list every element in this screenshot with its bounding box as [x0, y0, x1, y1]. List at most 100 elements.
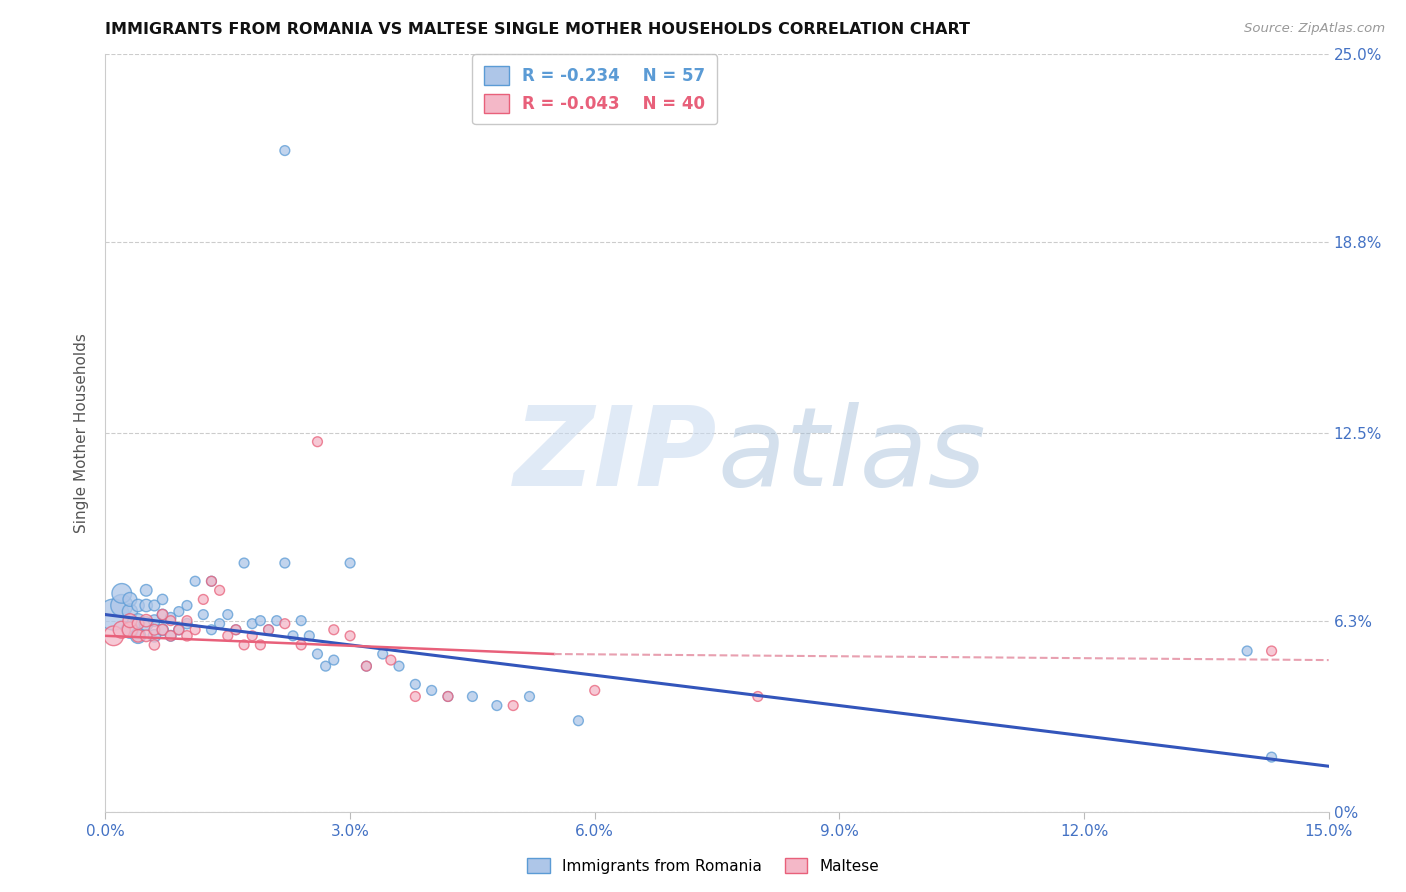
Point: [127, 629, 149, 643]
Point: [240, 629, 263, 643]
Point: [315, 659, 337, 673]
Point: [167, 623, 190, 637]
Point: [193, 592, 215, 607]
Point: [567, 714, 589, 728]
Point: [307, 647, 329, 661]
Point: [1260, 750, 1282, 764]
Point: [298, 629, 321, 643]
Point: [111, 586, 134, 600]
Point: [339, 629, 361, 643]
Point: [200, 574, 222, 589]
Point: [176, 599, 198, 613]
Point: [274, 616, 297, 631]
Point: [290, 638, 312, 652]
Point: [184, 574, 207, 589]
Point: [143, 623, 166, 637]
Point: [380, 653, 402, 667]
Point: [274, 144, 297, 158]
Point: [103, 607, 125, 622]
Point: [225, 623, 247, 637]
Point: [118, 614, 141, 628]
Point: [502, 698, 524, 713]
Point: [127, 616, 149, 631]
Point: [200, 574, 222, 589]
Point: [159, 629, 181, 643]
Point: [437, 690, 460, 704]
Point: [111, 623, 134, 637]
Point: [307, 434, 329, 449]
Point: [135, 616, 157, 631]
Point: [143, 614, 166, 628]
Point: [176, 614, 198, 628]
Point: [356, 659, 378, 673]
Point: [127, 614, 149, 628]
Point: [249, 638, 271, 652]
Point: [281, 629, 304, 643]
Point: [233, 556, 256, 570]
Point: [200, 623, 222, 637]
Point: [461, 690, 484, 704]
Point: [135, 614, 157, 628]
Text: ZIP: ZIP: [513, 402, 717, 508]
Legend: R = -0.234    N = 57, R = -0.043    N = 40: R = -0.234 N = 57, R = -0.043 N = 40: [472, 54, 717, 125]
Point: [167, 623, 190, 637]
Point: [274, 556, 297, 570]
Point: [152, 592, 174, 607]
Point: [184, 623, 207, 637]
Text: IMMIGRANTS FROM ROMANIA VS MALTESE SINGLE MOTHER HOUSEHOLDS CORRELATION CHART: IMMIGRANTS FROM ROMANIA VS MALTESE SINGL…: [105, 22, 970, 37]
Point: [404, 677, 426, 691]
Point: [143, 638, 166, 652]
Point: [135, 583, 157, 598]
Point: [176, 616, 198, 631]
Point: [519, 690, 541, 704]
Point: [159, 614, 181, 628]
Point: [193, 607, 215, 622]
Point: [420, 683, 443, 698]
Text: atlas: atlas: [717, 402, 986, 508]
Point: [1260, 644, 1282, 658]
Point: [266, 614, 288, 628]
Point: [240, 616, 263, 631]
Point: [257, 623, 280, 637]
Point: [208, 583, 231, 598]
Point: [225, 623, 247, 637]
Point: [322, 623, 344, 637]
Point: [152, 623, 174, 637]
Point: [356, 659, 378, 673]
Point: [143, 629, 166, 643]
Point: [159, 610, 181, 624]
Point: [747, 690, 769, 704]
Point: [152, 623, 174, 637]
Point: [167, 605, 190, 619]
Point: [339, 556, 361, 570]
Legend: Immigrants from Romania, Maltese: Immigrants from Romania, Maltese: [520, 852, 886, 880]
Point: [437, 690, 460, 704]
Point: [159, 629, 181, 643]
Point: [118, 623, 141, 637]
Point: [322, 653, 344, 667]
Point: [135, 599, 157, 613]
Point: [118, 605, 141, 619]
Point: [176, 629, 198, 643]
Point: [143, 599, 166, 613]
Point: [583, 683, 606, 698]
Point: [290, 614, 312, 628]
Point: [152, 607, 174, 622]
Point: [404, 690, 426, 704]
Point: [233, 638, 256, 652]
Point: [103, 629, 125, 643]
Point: [217, 629, 239, 643]
Point: [217, 607, 239, 622]
Point: [388, 659, 411, 673]
Point: [371, 647, 394, 661]
Point: [152, 607, 174, 622]
Point: [485, 698, 508, 713]
Point: [135, 629, 157, 643]
Text: Source: ZipAtlas.com: Source: ZipAtlas.com: [1244, 22, 1385, 36]
Point: [249, 614, 271, 628]
Point: [118, 623, 141, 637]
Point: [208, 616, 231, 631]
Point: [257, 623, 280, 637]
Point: [111, 599, 134, 613]
Y-axis label: Single Mother Households: Single Mother Households: [75, 333, 90, 533]
